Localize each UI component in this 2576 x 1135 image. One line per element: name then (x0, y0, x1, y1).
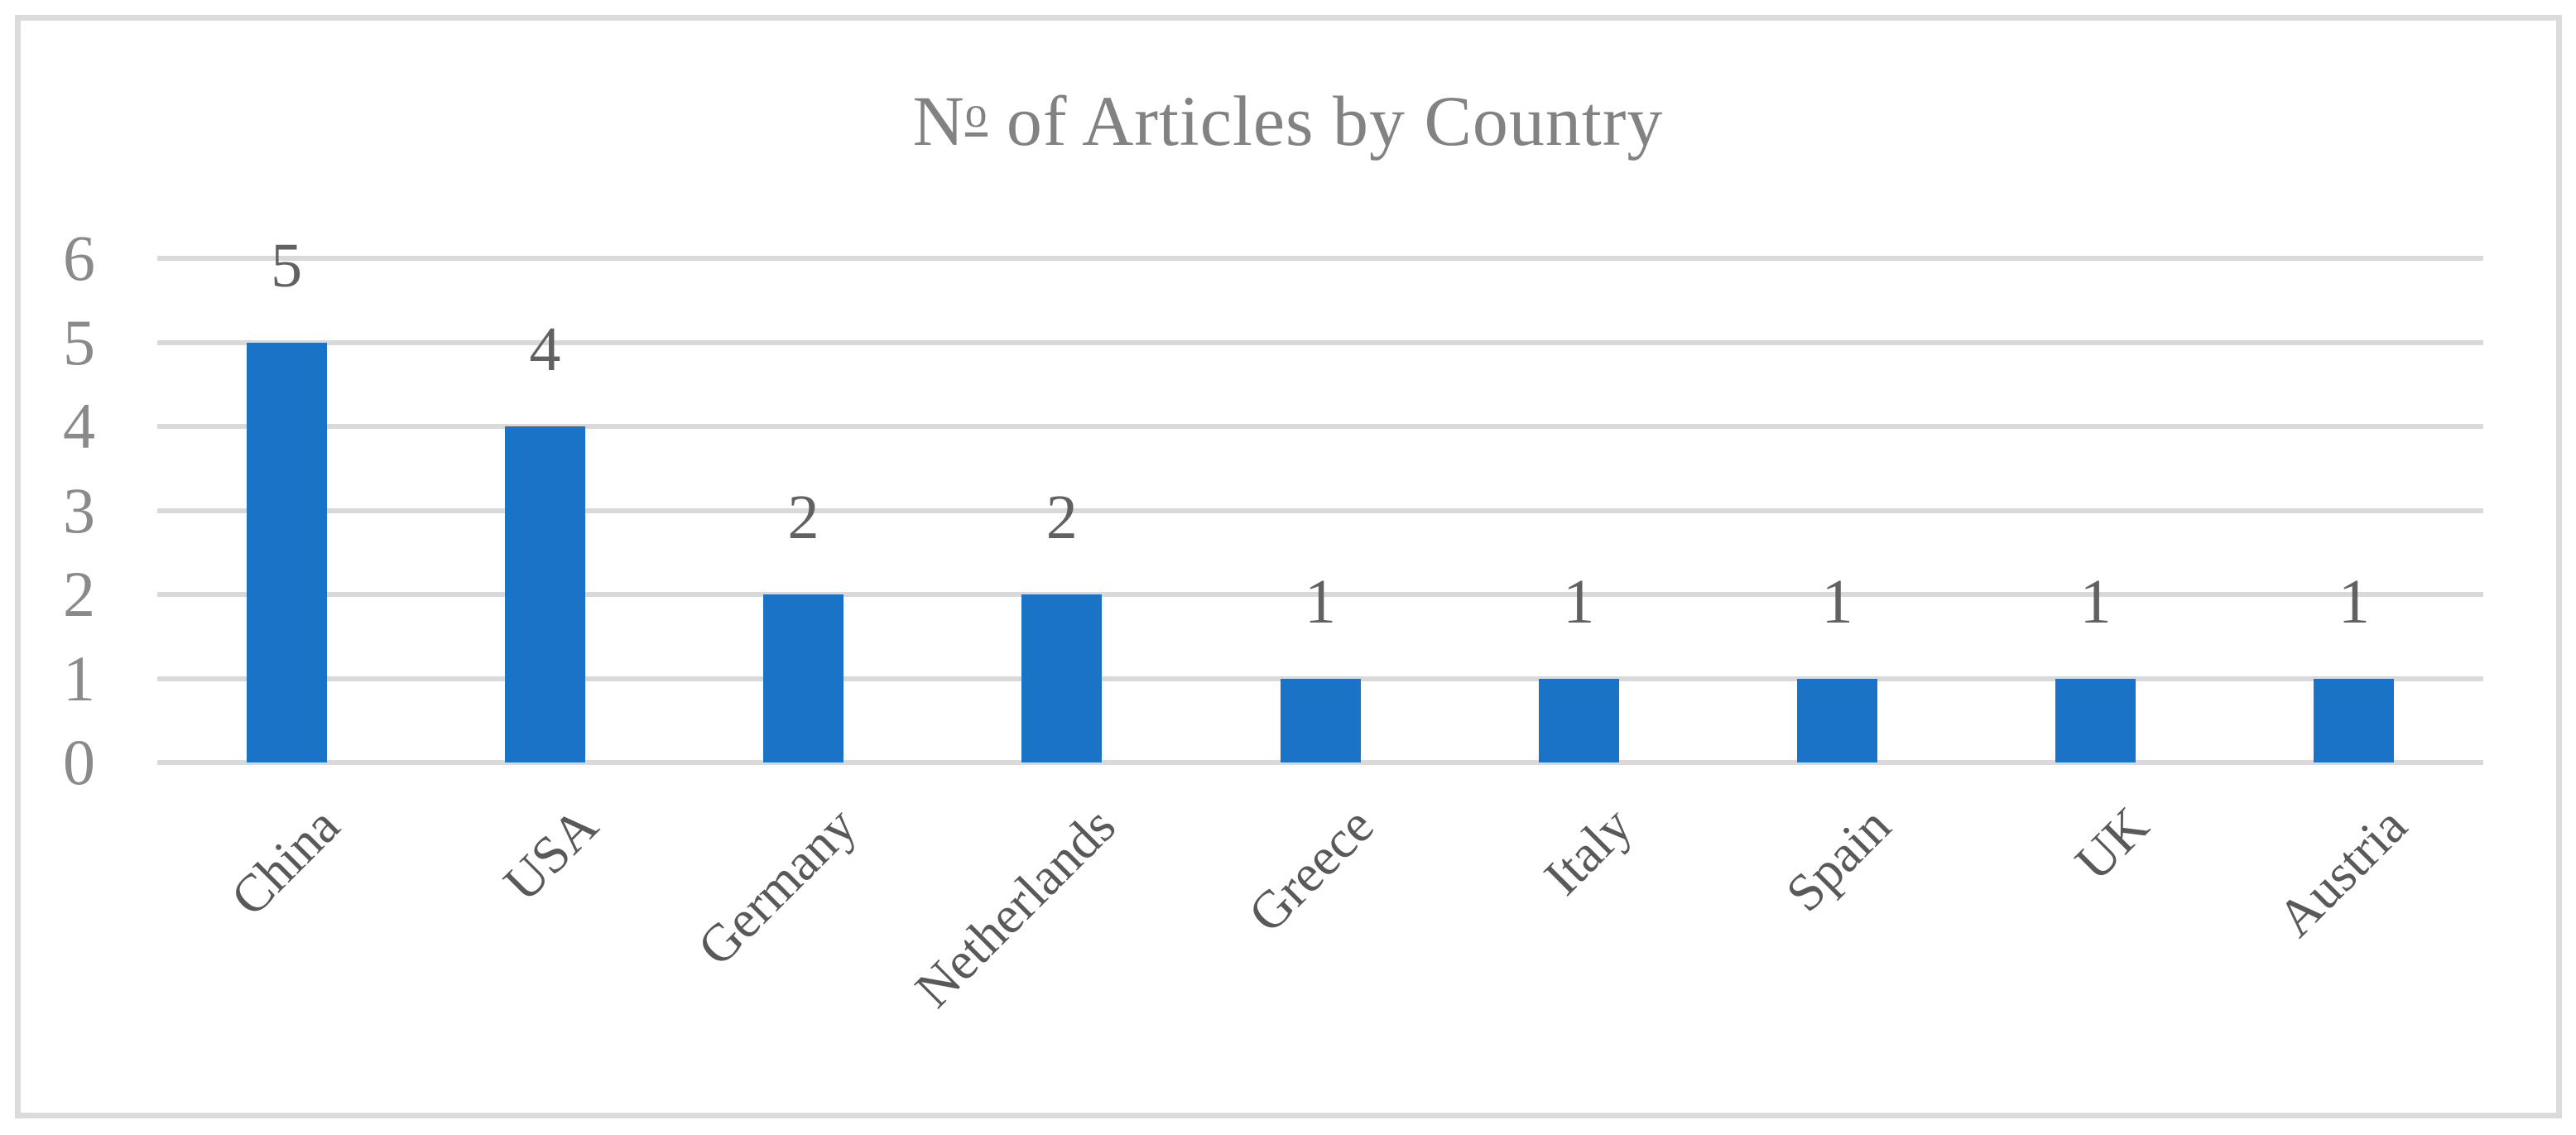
chart-title-ordinal-indicator: o (964, 86, 988, 137)
value-label-germany: 2 (787, 483, 819, 552)
bar-italy (1538, 678, 1619, 762)
y-axis-label-1: 1 (63, 642, 95, 714)
bar-germany (763, 594, 844, 762)
bar-austria (2314, 678, 2395, 762)
y-axis-label-4: 4 (63, 390, 95, 462)
gridline-y6 (157, 256, 2483, 261)
value-label-austria: 1 (2338, 566, 2370, 637)
x-axis-label-greece: Greece (1237, 796, 1385, 944)
gridline-y4 (157, 424, 2483, 429)
x-axis-label-uk: UK (2064, 796, 2160, 892)
y-axis-label-0: 0 (63, 726, 95, 798)
value-label-china: 5 (271, 230, 303, 301)
gridline-y5 (157, 339, 2483, 345)
bar-greece (1280, 678, 1361, 762)
value-label-uk: 1 (2079, 566, 2112, 637)
chart-title-prefix: N (912, 81, 965, 161)
x-axis-label-spain: Spain (1774, 796, 1901, 923)
bar-spain (1796, 678, 1877, 762)
bar-china (246, 342, 327, 762)
bar-usa (504, 426, 585, 762)
x-axis-label-china: China (219, 796, 351, 927)
y-axis-label-2: 2 (63, 558, 95, 630)
value-label-greece: 1 (1305, 566, 1336, 637)
value-label-italy: 1 (1563, 566, 1595, 637)
gridline-y0 (157, 760, 2483, 765)
chart-title: No of Articles by Country (0, 79, 2576, 162)
gridline-y3 (157, 507, 2483, 513)
y-axis-label-5: 5 (63, 305, 95, 378)
bar-netherlands (1021, 594, 1103, 762)
x-axis-label-austria: Austria (2266, 796, 2419, 948)
x-axis-label-netherlands: Netherlands (903, 796, 1127, 1019)
x-axis-label-germany: Germany (686, 796, 868, 977)
y-axis-label-3: 3 (63, 474, 95, 546)
value-label-netherlands: 2 (1045, 483, 1078, 552)
gridline-y2 (157, 592, 2483, 597)
value-label-usa: 4 (529, 315, 561, 384)
x-axis-label-italy: Italy (1532, 796, 1643, 907)
value-label-spain: 1 (1821, 566, 1853, 637)
x-axis-label-usa: USA (493, 796, 609, 913)
y-axis-label-6: 6 (63, 222, 95, 294)
chart-title-rest: of Articles by Country (988, 81, 1664, 161)
bar-uk (2055, 678, 2136, 762)
